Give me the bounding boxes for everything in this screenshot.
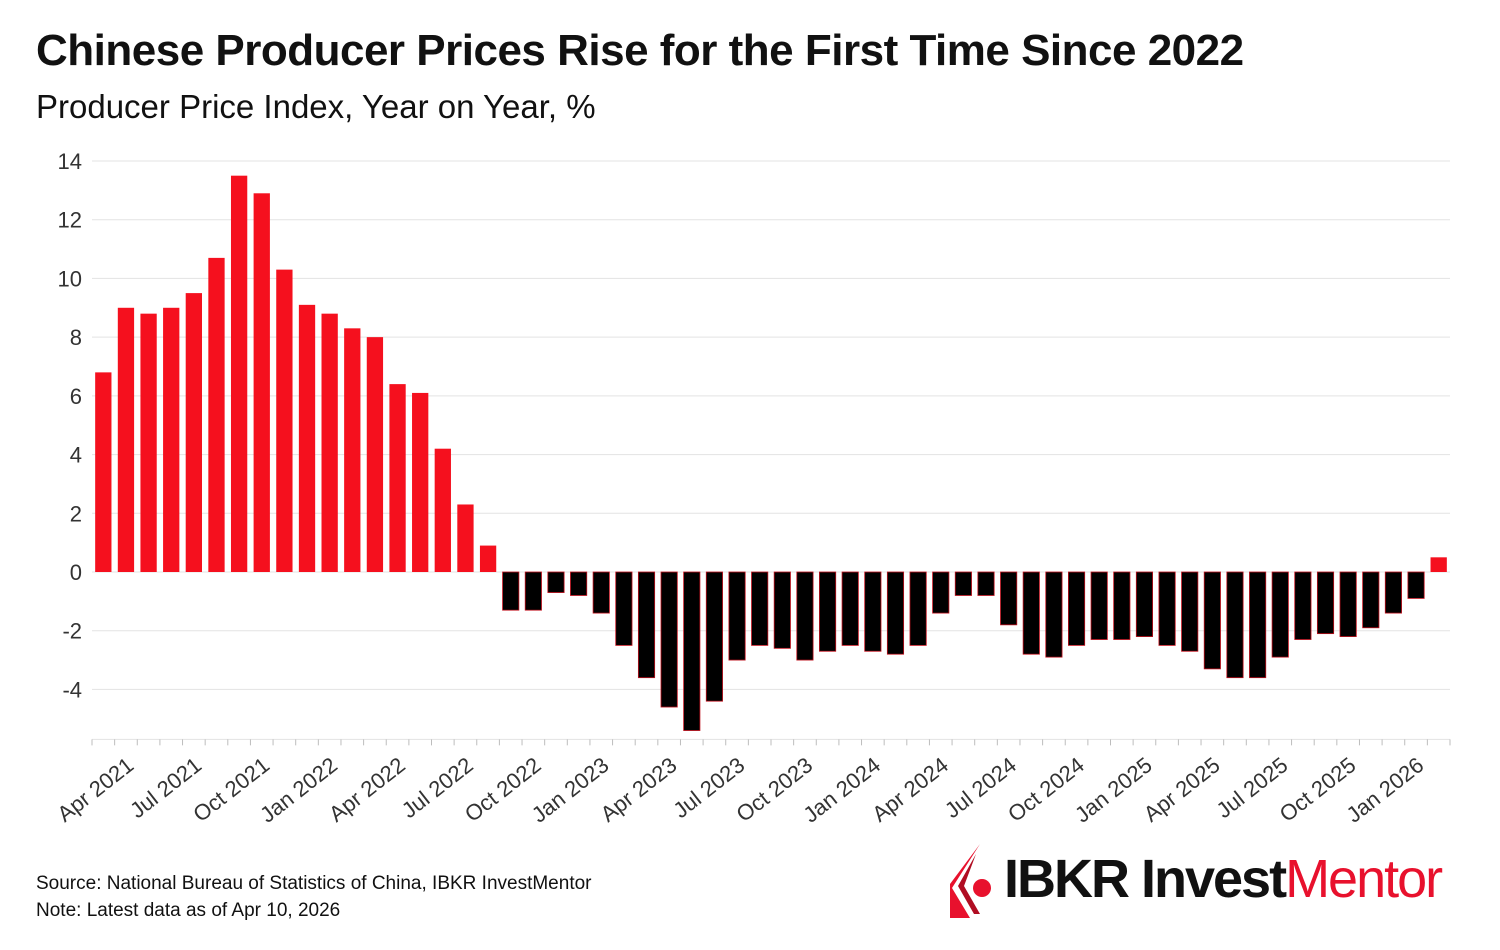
bar-2024-11 bbox=[1068, 571, 1086, 646]
bar-2023-10 bbox=[773, 571, 791, 649]
bar-2021-09 bbox=[208, 257, 225, 572]
bar-2023-01 bbox=[570, 571, 588, 596]
bar-2026-01 bbox=[1384, 571, 1402, 614]
bar-2025-10 bbox=[1316, 571, 1335, 635]
x-tick-label: Apr 2021 bbox=[52, 752, 138, 827]
bar-2022-05 bbox=[389, 384, 406, 572]
ibkr-flame-icon bbox=[950, 844, 991, 918]
y-tick-label: 6 bbox=[70, 384, 82, 409]
bar-2022-10 bbox=[502, 571, 520, 611]
logo-brand: IBKR Invest bbox=[1004, 849, 1287, 909]
footer: Source: National Bureau of Statistics of… bbox=[36, 870, 592, 924]
y-tick-label: -2 bbox=[62, 619, 82, 644]
bar-2023-08 bbox=[728, 571, 746, 661]
bar-2022-11 bbox=[524, 571, 542, 611]
y-tick-label: 10 bbox=[58, 266, 82, 291]
x-tick-label: Apr 2025 bbox=[1139, 752, 1225, 827]
bar-2025-01 bbox=[1113, 571, 1131, 640]
y-tick-label: 4 bbox=[70, 443, 82, 468]
bar-2023-12 bbox=[819, 571, 837, 652]
bar-2024-07 bbox=[977, 571, 995, 596]
bar-2022-01 bbox=[298, 304, 316, 572]
bar-2025-06 bbox=[1226, 571, 1244, 679]
data-note: Note: Latest data as of Apr 10, 2026 bbox=[36, 900, 341, 921]
bar-2022-09 bbox=[479, 545, 497, 572]
bar-2025-11 bbox=[1339, 571, 1357, 637]
bar-2025-08 bbox=[1271, 571, 1289, 658]
bar-2022-06 bbox=[412, 392, 429, 572]
y-axis: 14 12 10 8 6 4 2 0 -2 -4 bbox=[58, 149, 82, 702]
bar-2026-03 bbox=[1430, 557, 1447, 572]
ibkr-investmentor-logo: IBKR InvestMentor bbox=[944, 842, 1464, 922]
bar-2024-08 bbox=[1000, 571, 1018, 626]
y-tick-label: 0 bbox=[70, 560, 82, 585]
x-tick-label: Jan 2023 bbox=[527, 752, 614, 827]
y-tick-label: 14 bbox=[58, 149, 82, 174]
bar-2022-12 bbox=[547, 571, 565, 593]
bar-2023-11 bbox=[796, 571, 814, 661]
bar-2021-11 bbox=[253, 193, 270, 573]
bar-2026-02 bbox=[1407, 571, 1425, 599]
x-tick-label: Jan 2025 bbox=[1070, 752, 1157, 827]
bar-2022-07 bbox=[434, 448, 451, 572]
bar-2021-12 bbox=[276, 269, 293, 572]
bar-2024-03 bbox=[886, 571, 905, 655]
x-tick-label: Jan 2022 bbox=[255, 752, 342, 827]
bar-2023-09 bbox=[751, 571, 769, 646]
bar-2021-08 bbox=[185, 293, 202, 572]
y-tick-label: 2 bbox=[70, 501, 82, 526]
bar-2024-09 bbox=[1022, 571, 1040, 655]
y-tick-label: -4 bbox=[62, 677, 82, 702]
bar-2023-02 bbox=[592, 571, 610, 614]
bar-2024-05 bbox=[932, 571, 950, 614]
chart-title: Chinese Producer Prices Rise for the Fir… bbox=[36, 26, 1244, 75]
x-tick-label: Apr 2024 bbox=[867, 752, 953, 827]
bar-2025-03 bbox=[1158, 571, 1176, 646]
bar-2023-07 bbox=[705, 571, 723, 702]
bar-2021-07 bbox=[163, 307, 180, 572]
bar-2022-08 bbox=[457, 504, 474, 572]
bar-2024-02 bbox=[864, 571, 882, 652]
bar-2023-05 bbox=[660, 571, 678, 708]
bar-2025-04 bbox=[1181, 571, 1199, 652]
chart-subtitle: Producer Price Index, Year on Year, % bbox=[36, 88, 596, 125]
bar-2021-04 bbox=[95, 372, 112, 572]
bar-2021-06 bbox=[140, 313, 157, 572]
source-note: Source: National Bureau of Statistics of… bbox=[36, 873, 592, 894]
bar-2021-10 bbox=[230, 175, 248, 572]
bar-2023-04 bbox=[637, 571, 656, 679]
bar-2022-02 bbox=[321, 313, 338, 572]
y-tick-label: 12 bbox=[58, 208, 82, 233]
x-tick-label: Apr 2022 bbox=[324, 752, 410, 827]
bar-2025-02 bbox=[1135, 571, 1153, 637]
logo-wordmark: IBKR InvestMentor bbox=[1004, 848, 1443, 910]
bar-2022-04 bbox=[366, 337, 384, 572]
bar-2023-03 bbox=[615, 571, 633, 646]
logo-accent-word: Mentor bbox=[1285, 849, 1443, 909]
bar-2024-06 bbox=[954, 571, 972, 596]
y-tick-label: 8 bbox=[70, 325, 82, 350]
x-tick-label: Jan 2024 bbox=[798, 752, 885, 827]
x-tick-label: Jan 2026 bbox=[1342, 752, 1429, 827]
bar-2025-07 bbox=[1249, 571, 1267, 679]
bar-2024-04 bbox=[909, 571, 927, 646]
bar-2025-12 bbox=[1362, 571, 1380, 629]
bar-2024-01 bbox=[841, 571, 859, 646]
bar-2024-10 bbox=[1045, 571, 1063, 658]
bar-2025-05 bbox=[1203, 571, 1221, 670]
bar-2021-05 bbox=[117, 307, 135, 572]
bar-2024-12 bbox=[1090, 571, 1108, 640]
bar-2022-03 bbox=[344, 328, 361, 572]
grid-lines bbox=[92, 160, 1450, 690]
bar-2023-06 bbox=[683, 571, 701, 731]
bars bbox=[95, 175, 1447, 731]
bar-2025-09 bbox=[1294, 571, 1312, 640]
x-tick-label: Apr 2023 bbox=[596, 752, 682, 827]
